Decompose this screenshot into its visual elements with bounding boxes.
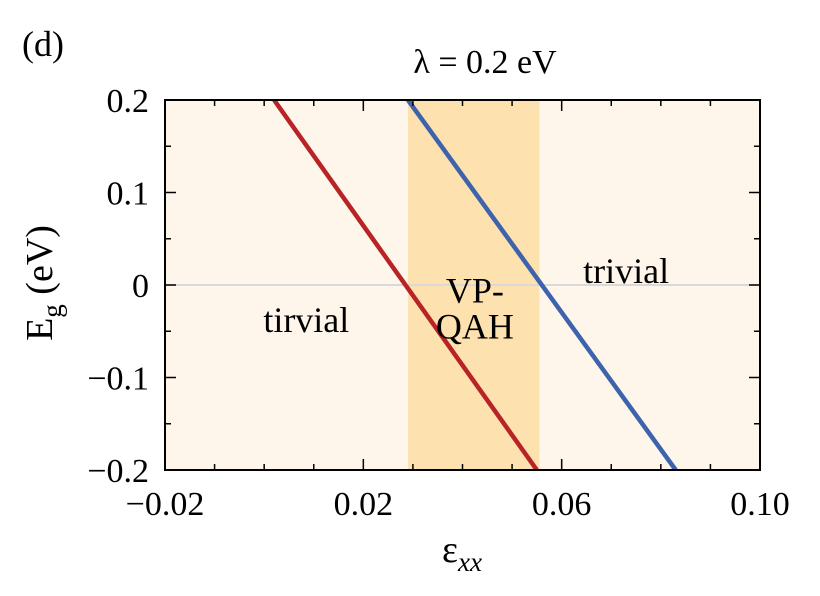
annotations-group: tirvial VP-QAH trivial xyxy=(263,251,669,346)
y-tick-label: −0.2 xyxy=(87,453,149,490)
x-tick-label: 0.10 xyxy=(730,486,790,523)
y-axis-label: Eg (eV) xyxy=(19,225,67,341)
chart-title: λ = 0.2 eV xyxy=(413,44,557,81)
region-label-right: trivial xyxy=(583,251,669,291)
x-tick-label: 0.02 xyxy=(334,486,394,523)
y-axis-label-main: E xyxy=(19,318,61,341)
x-axis-label-subscript: xx xyxy=(457,547,482,577)
region-label-left: tirvial xyxy=(263,300,349,340)
region-label-middle: QAH xyxy=(436,307,514,347)
x-axis-label: εxx xyxy=(442,529,482,577)
y-tick-label: 0 xyxy=(132,268,149,305)
y-tick-label: 0.1 xyxy=(107,176,150,213)
x-axis-label-main: ε xyxy=(442,529,458,571)
panel-label: (d) xyxy=(22,24,64,64)
series-line-2 xyxy=(406,100,678,470)
ticks-group: −0.02 0.02 0.06 0.100.20.10−0.1−0.2 xyxy=(87,83,789,523)
plot-background-group xyxy=(165,100,760,470)
y-tick-label: 0.2 xyxy=(107,83,150,120)
y-axis-label-unit: (eV) xyxy=(19,225,61,304)
x-tick-label: 0.06 xyxy=(532,486,592,523)
y-tick-label: −0.1 xyxy=(87,361,149,398)
region-label-middle: VP- xyxy=(446,271,504,311)
series-line-1 xyxy=(272,100,539,470)
y-axis-label-subscript: g xyxy=(37,304,67,318)
series-group xyxy=(272,100,678,470)
x-tick-label: −0.02 xyxy=(126,486,205,523)
